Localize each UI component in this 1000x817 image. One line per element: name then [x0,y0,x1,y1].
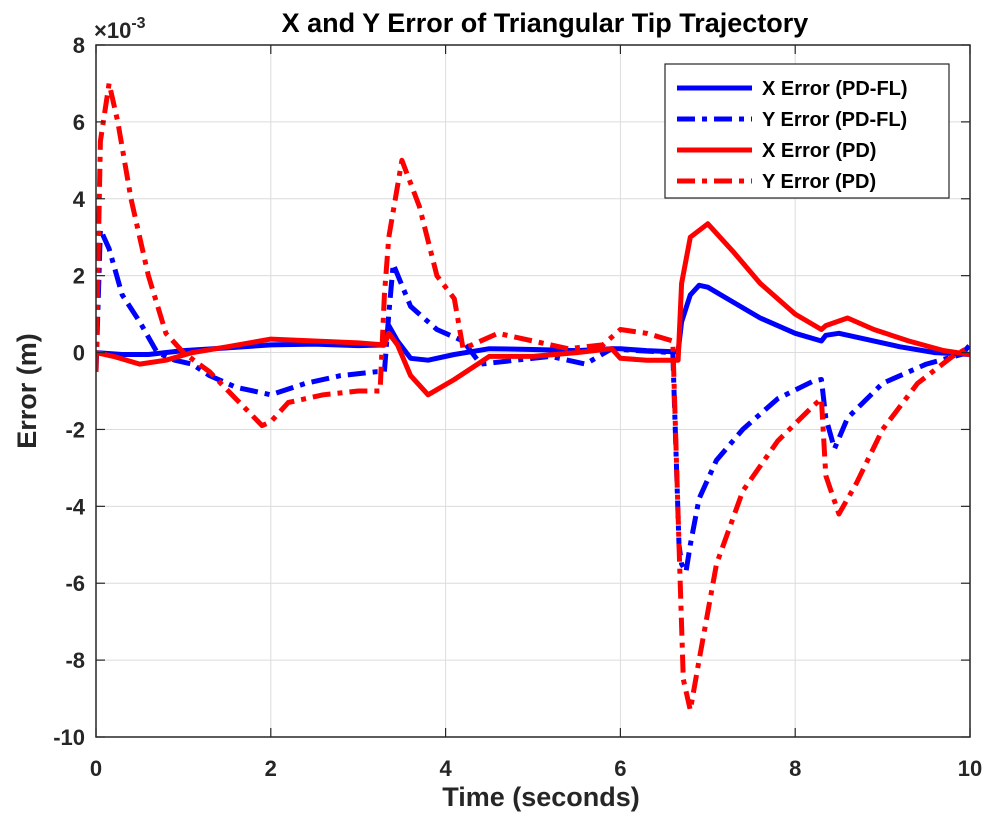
plot-frame [95,44,971,738]
x-axis-label: Time (seconds) [442,782,640,812]
y-tick-label: 4 [73,187,86,212]
legend-label-x-error-pd-fl: X Error (PD-FL) [762,78,908,100]
x-tick-label: 2 [265,756,277,781]
y-tick-label: 2 [73,264,85,289]
grid-lines [96,45,970,737]
y-tick-label: -4 [65,494,85,519]
legend-label-x-error-pd: X Error (PD) [762,140,876,162]
y-tick-label: -2 [65,417,85,442]
legend-label-y-error-pd-fl: Y Error (PD-FL) [762,109,907,131]
y-tick-label: 0 [73,341,85,366]
y-axis-label: Error (m) [12,333,42,449]
x-tick-label: 8 [789,756,801,781]
axis-ticks: 0 2 4 6 8 10 -10 -8 -6 -4 -2 0 2 4 6 8 [53,33,982,781]
y-axis-multiplier: ×10-3 [94,15,146,43]
y-tick-label: -10 [53,725,85,750]
x-tick-label: 6 [614,756,626,781]
series-line-x-error-pd [96,221,970,398]
y-tick-label: -6 [65,571,85,596]
y-tick-label: 8 [73,33,85,58]
y-tick-label: 6 [73,110,85,135]
x-tick-label: 10 [958,756,982,781]
legend-label-y-error-pd: Y Error (PD) [762,171,876,193]
x-tick-label: 0 [90,756,102,781]
legend: X Error (PD-FL) Y Error (PD-FL) X Error (P… [664,63,950,199]
chart-title: X and Y Error of Triangular Tip Trajecto… [282,8,809,38]
y-multiplier-base: ×10 [94,18,131,43]
x-tick-label: 4 [439,756,452,781]
y-multiplier-exponent: -3 [131,15,145,32]
series-line-y-error-pd [96,80,970,713]
y-tick-label: -8 [65,648,85,673]
series-group [96,80,970,713]
